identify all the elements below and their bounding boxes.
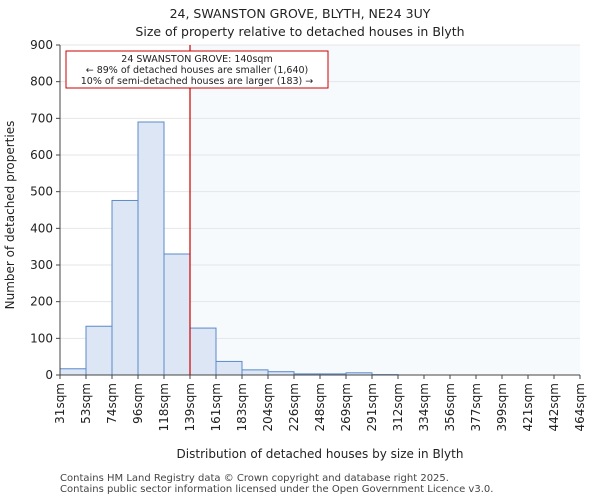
- bar: [59, 368, 87, 376]
- x-tick-label: 74sqm: [105, 383, 119, 424]
- x-tick-label: 226sqm: [287, 383, 301, 431]
- y-tick-label: 700: [30, 111, 53, 125]
- bar: [189, 327, 217, 376]
- y-tick-label: 300: [30, 258, 53, 272]
- x-axis-label: Distribution of detached houses by size …: [177, 447, 464, 461]
- x-tick-label: 204sqm: [261, 383, 275, 431]
- x-tick-label: 96sqm: [131, 383, 145, 424]
- x-tick-label: 248sqm: [313, 383, 327, 431]
- highlight-region: [190, 45, 580, 375]
- y-tick-label: 0: [45, 368, 53, 382]
- x-tick-label: 161sqm: [209, 383, 223, 431]
- x-tick-label: 356sqm: [443, 383, 457, 431]
- x-tick-label: 291sqm: [365, 383, 379, 431]
- x-tick-label: 334sqm: [417, 383, 431, 431]
- footer-copyright: Contains HM Land Registry data © Crown c…: [60, 473, 449, 484]
- chart-title: 24, SWANSTON GROVE, BLYTH, NE24 3UY: [169, 6, 431, 21]
- footer-licence: Contains public sector information licen…: [60, 484, 494, 495]
- x-tick-label: 31sqm: [53, 383, 67, 424]
- bar: [215, 360, 243, 376]
- bar: [111, 199, 139, 376]
- y-tick-label: 900: [30, 38, 53, 52]
- bar: [137, 121, 165, 376]
- x-tick-label: 269sqm: [339, 383, 353, 431]
- x-tick-label: 53sqm: [79, 383, 93, 424]
- x-tick-label: 183sqm: [235, 383, 249, 431]
- y-tick-label: 500: [30, 185, 53, 199]
- x-tick-label: 118sqm: [157, 383, 171, 431]
- y-tick-label: 100: [30, 331, 53, 345]
- annotation-line-1: 24 SWANSTON GROVE: 140sqm: [121, 54, 272, 65]
- annotation-box: 24 SWANSTON GROVE: 140sqm ← 89% of detac…: [65, 50, 329, 89]
- y-axis-label: Number of detached properties: [3, 121, 17, 310]
- x-tick-label: 442sqm: [547, 383, 561, 431]
- chart-subtitle: Size of property relative to detached ho…: [135, 24, 465, 39]
- bar: [241, 369, 269, 376]
- y-tick-label: 400: [30, 221, 53, 235]
- x-tick-label: 399sqm: [495, 383, 509, 431]
- x-tick-label: 464sqm: [573, 383, 587, 431]
- x-tick-label: 377sqm: [469, 383, 483, 431]
- y-tick-label: 600: [30, 148, 53, 162]
- y-tick-label: 200: [30, 295, 53, 309]
- x-tick-label: 421sqm: [521, 383, 535, 431]
- annotation-line-2: ← 89% of detached houses are smaller (1,…: [86, 65, 309, 76]
- y-tick-label: 800: [30, 75, 53, 89]
- annotation-line-3: 10% of semi-detached houses are larger (…: [81, 76, 314, 87]
- x-tick-label: 312sqm: [391, 383, 405, 431]
- x-tick-label: 139sqm: [183, 383, 197, 431]
- bar: [163, 253, 191, 376]
- bar: [85, 325, 113, 376]
